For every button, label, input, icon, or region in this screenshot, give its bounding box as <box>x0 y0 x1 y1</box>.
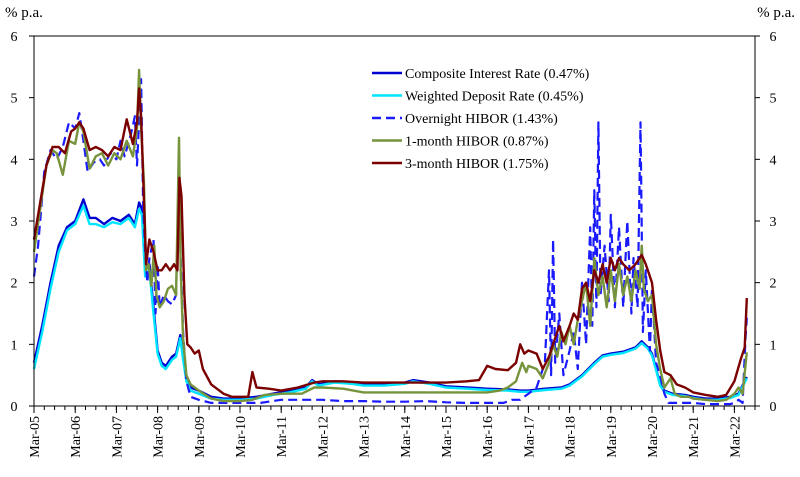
y-tick-label-left: 3 <box>11 215 18 230</box>
x-tick-label: Mar-22 <box>728 416 743 458</box>
y-tick-label-right: 6 <box>770 30 777 45</box>
y-tick-label-left: 5 <box>11 92 18 107</box>
axes: 0 0 1 1 2 2 3 3 4 4 5 5 6 6 Mar-05 Mar-06 Mar-07 Mar-08 Ma… <box>11 30 777 458</box>
y-tick-label-right: 2 <box>770 277 777 292</box>
x-tick-label: Mar-19 <box>605 416 620 458</box>
y-tick-label-left: 2 <box>11 277 18 292</box>
x-tick-label: Mar-05 <box>28 416 43 458</box>
x-tick-label: Mar-12 <box>316 416 331 458</box>
y-tick-label-left: 0 <box>11 400 18 415</box>
y-tick-label-right: 1 <box>770 338 777 353</box>
legend-label-3: Overnight HIBOR (1.43%) <box>405 112 558 127</box>
x-tick-label: Mar-07 <box>110 416 125 458</box>
y-axis-right-unit: % p.a. <box>757 5 795 21</box>
x-tick-label: Mar-18 <box>564 416 579 458</box>
series-line-3 <box>32 78 748 406</box>
x-tick-label: Mar-20 <box>646 416 661 458</box>
y-tick-label-left: 4 <box>11 153 18 168</box>
y-axis-left-unit: % p.a. <box>5 5 43 21</box>
y-tick-label-right: 4 <box>770 153 777 168</box>
plot-area <box>32 68 748 406</box>
x-tick-label: Mar-15 <box>440 416 455 458</box>
x-tick-label: Mar-11 <box>275 416 290 457</box>
y-tick-label-left: 6 <box>11 30 18 45</box>
series-line-2 <box>32 204 748 401</box>
series-line-4 <box>32 68 748 403</box>
x-tick-label: Mar-21 <box>687 416 702 458</box>
x-tick-label: Mar-13 <box>358 416 373 458</box>
legend-label-1: Composite Interest Rate (0.47%) <box>405 67 590 82</box>
x-tick-label: Mar-17 <box>522 416 537 458</box>
legend-label-2: Weighted Deposit Rate (0.45%) <box>405 90 584 105</box>
legend-label-4: 1-month HIBOR (0.87%) <box>405 135 549 150</box>
x-tick-label: Mar-16 <box>481 416 496 458</box>
legend: Composite Interest Rate (0.47%) Weighted … <box>372 67 590 172</box>
legend-label-5: 3-month HIBOR (1.75%) <box>405 157 549 172</box>
x-tick-label: Mar-14 <box>399 416 414 458</box>
y-tick-label-right: 3 <box>770 215 777 230</box>
y-tick-label-left: 1 <box>11 338 18 353</box>
x-tick-label: Mar-06 <box>69 416 84 458</box>
x-tick-label: Mar-09 <box>193 416 208 458</box>
y-tick-label-right: 5 <box>770 92 777 107</box>
series-line-5 <box>32 87 748 398</box>
x-tick-label: Mar-10 <box>234 416 249 458</box>
x-tick-label: Mar-08 <box>152 416 167 458</box>
y-tick-label-right: 0 <box>770 400 777 415</box>
